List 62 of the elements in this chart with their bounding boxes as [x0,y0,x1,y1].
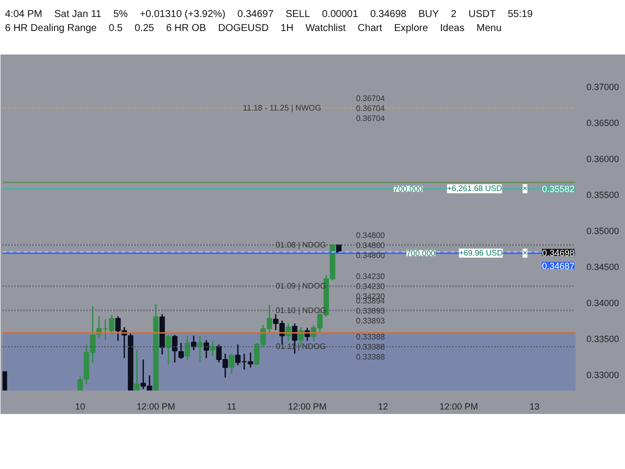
text: 0.34697 [237,8,274,22]
text: +0.01310 (+3.92%) [140,8,226,22]
annotation: 0.33388 [356,352,386,362]
annotation: 0.33388 [356,342,386,352]
text: Sat Jan 11 [54,8,102,22]
annotation: 0.34800 [356,241,386,250]
text: DOGEUSD [218,22,269,36]
x-tick-label: 13 [529,402,540,412]
text: USDT [468,8,496,22]
text: 0.25 [134,22,154,36]
x-tick-label: 12:00 PM [136,402,176,412]
x-tick-label: 12 [378,402,388,412]
y-tick-label: 0.33000 [586,370,620,380]
annotation: 0.36704 [356,94,386,103]
annotation: +6,261.68 USD [447,184,502,194]
text: BUY [418,8,439,22]
annotation: 0.34230 [356,282,386,292]
text: 6 HR OB [166,22,206,36]
text: 0.34698 [370,8,406,22]
y-tick-label: 0.34000 [586,298,620,308]
y-tick-label: 0.35000 [586,226,620,236]
y-tick-label: 0.36000 [586,154,620,164]
annotation: × [522,248,528,258]
text: SELL [286,8,310,22]
text: 1H [280,22,294,36]
x-tick-label: 12:00 PM [288,402,327,412]
text: 0.00001 [322,8,358,22]
y-tick-label: 0.36500 [586,118,620,128]
annotation: +69.96 USD [458,248,503,258]
annotation: 700,000 [394,184,424,194]
x-tick-label: 11 [226,402,236,412]
annotation: 11.18 - 11.25 | NWOG [242,103,322,112]
text: Chart [358,22,382,36]
annotation: 0.33388 [356,332,386,342]
annotation: 0.34800 [356,231,386,240]
y-tick-label: 0.34500 [586,262,620,272]
y-tick-label: 0.37000 [586,82,620,92]
ref-line-label: 0.34698 [542,248,575,258]
text: Menu [476,22,502,36]
y-tick-label: 0.35500 [586,190,620,200]
text: Watchlist [305,22,346,36]
ref-line-label: 0.34687 [542,260,575,271]
text: 0.5 [108,22,123,36]
x-tick-label: 10 [75,402,86,412]
ref-line-label: 0.35582 [542,184,575,194]
annotation: × [522,184,528,194]
annotation: 0.33893 [356,306,386,316]
annotation: 0.34230 [356,272,386,282]
text: 5% [113,8,128,22]
text: 55:19 [508,8,533,22]
annotation: 01.08 | NDOG [276,240,326,250]
text: 4:04 PM [5,8,42,22]
text: Ideas [440,22,464,36]
annotation: 0.36704 [356,114,386,123]
text: 6 HR Dealing Range [5,22,97,36]
annotation: 0.33893 [356,316,386,326]
text: Explore [394,22,428,36]
annotation: 700,000 [406,249,436,258]
y-tick-label: 0.33500 [586,334,620,344]
text: 2 [450,8,456,22]
annotation: 0.36704 [356,104,386,113]
x-tick-label: 12:00 PM [439,402,478,412]
